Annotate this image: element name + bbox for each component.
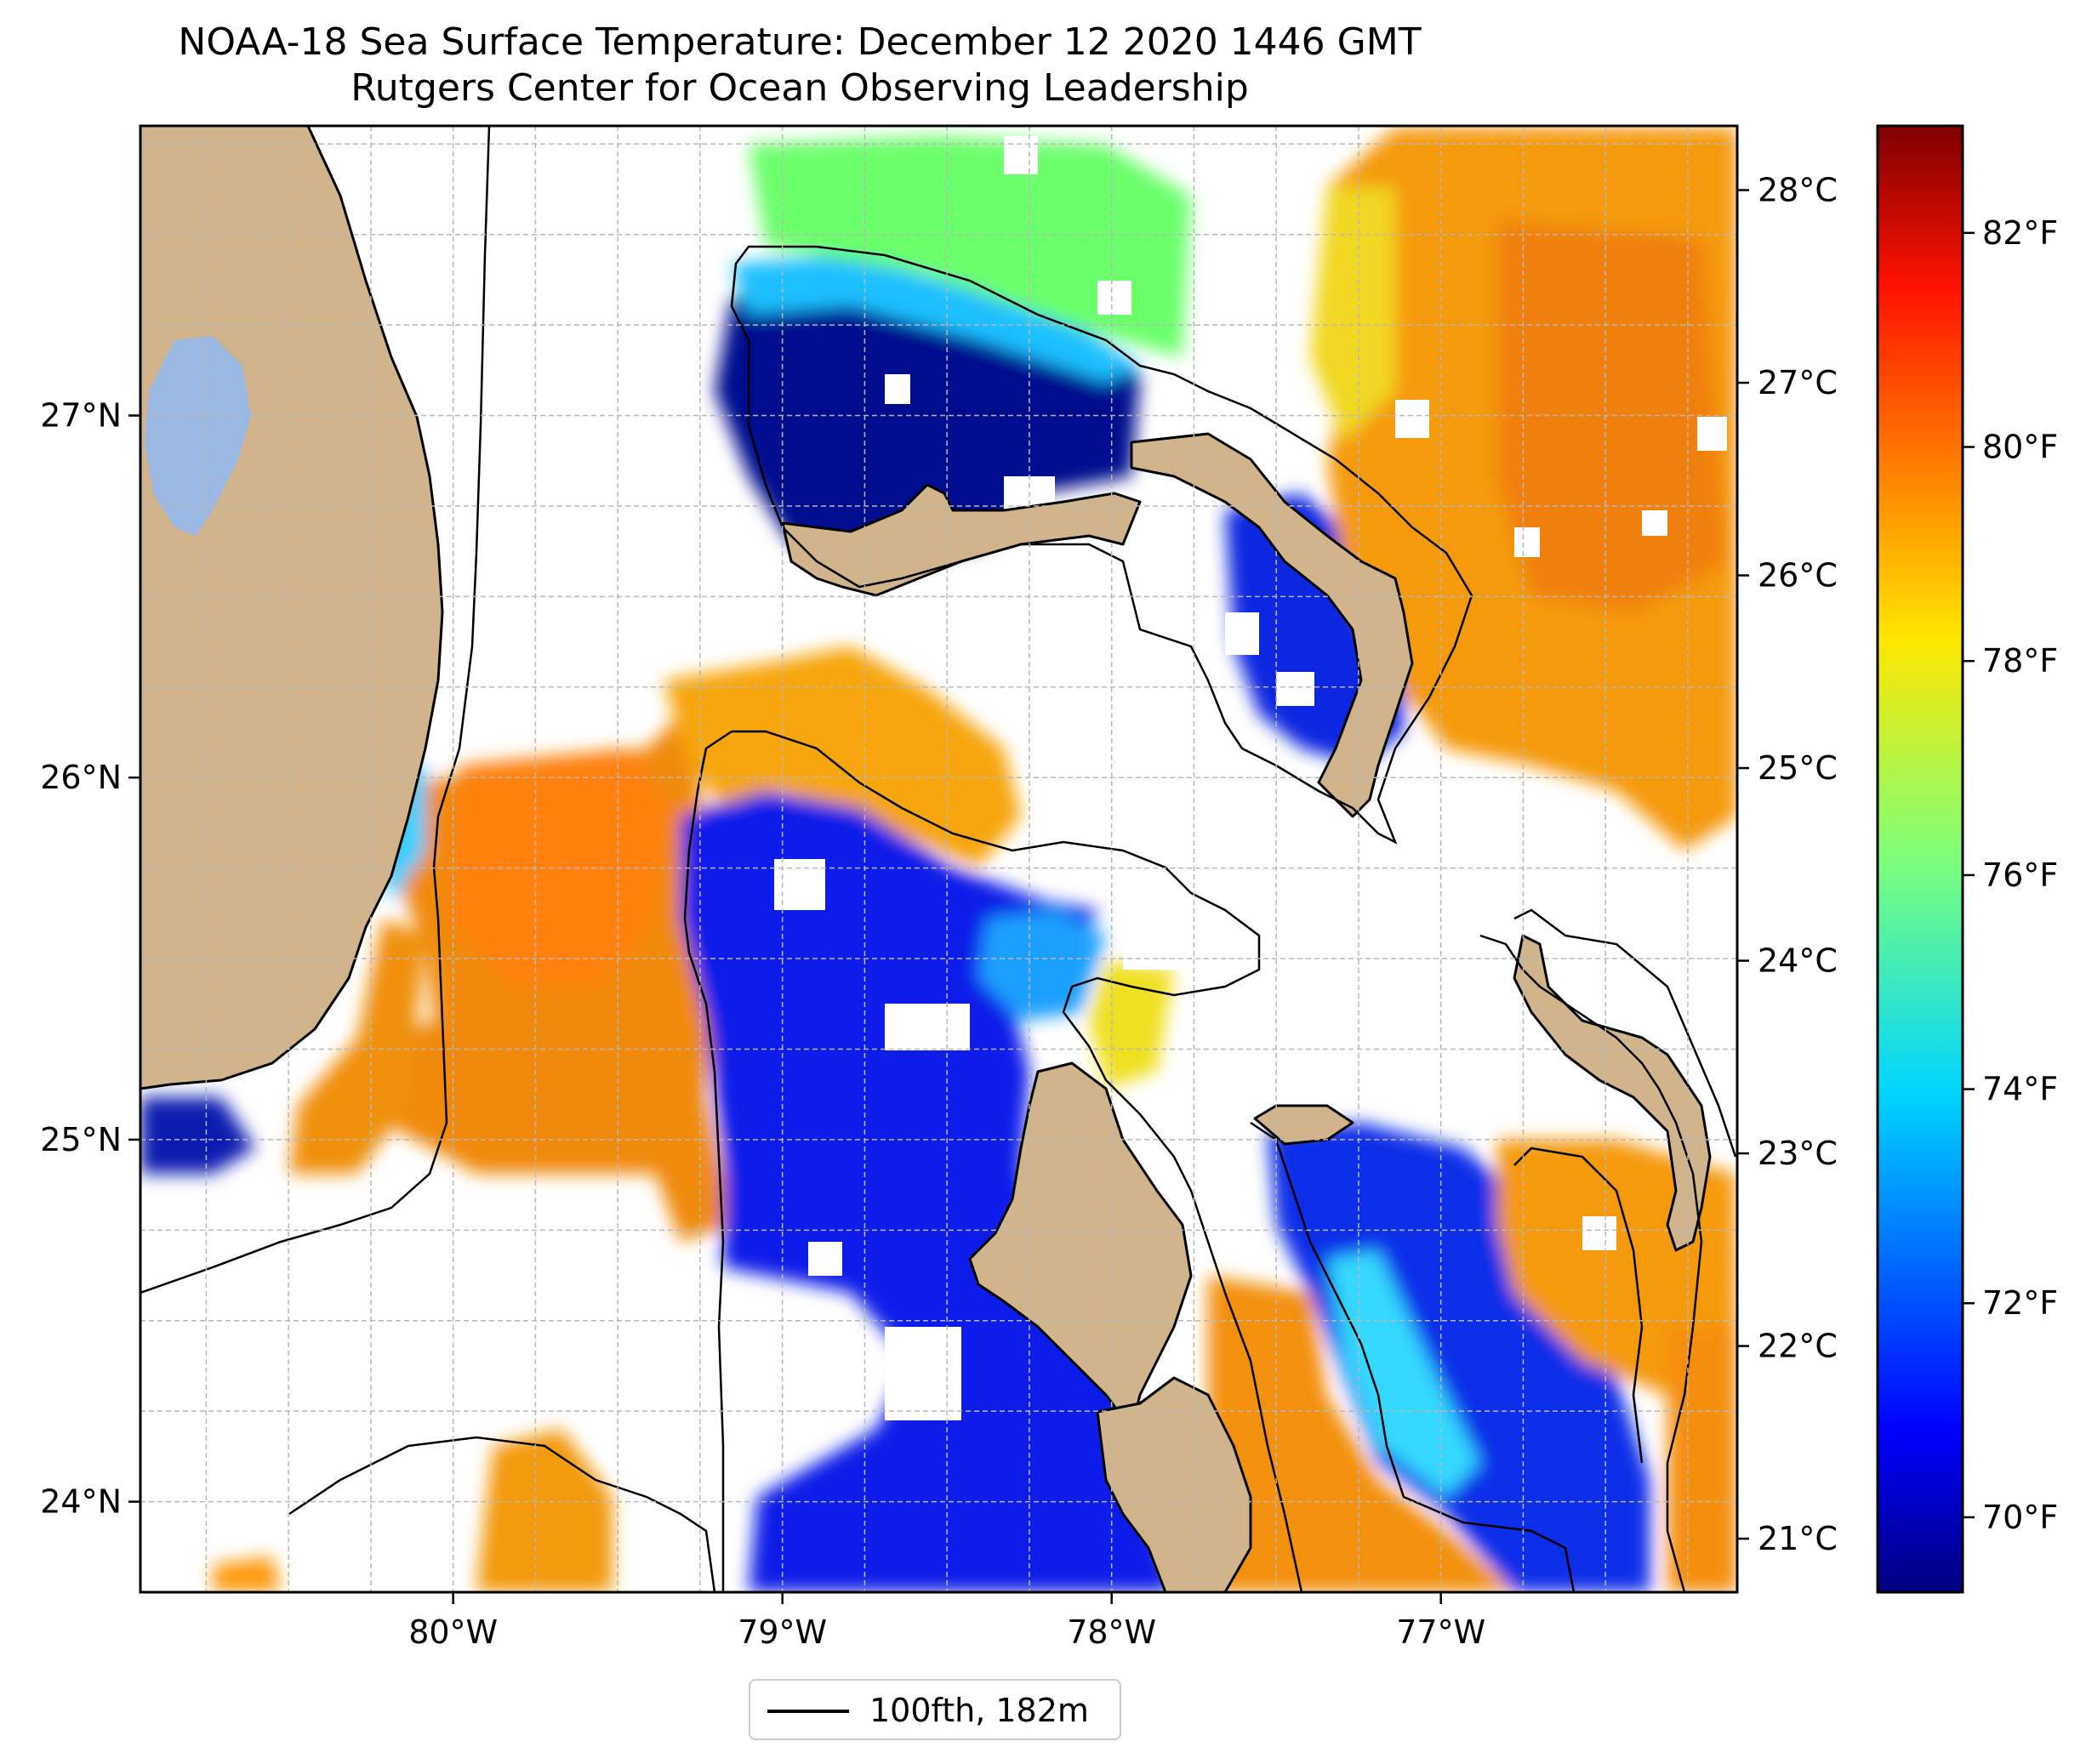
map-panel	[140, 126, 1737, 1592]
longitude-ticks: 80°W 79°W 78°W 77°W	[408, 1592, 1485, 1651]
south-andros-islands	[1096, 1376, 1252, 1592]
lon-tick-label: 78°W	[1067, 1613, 1156, 1651]
lat-tick-label: 24°N	[40, 1483, 122, 1521]
celsius-ticks: 21°C 22°C 23°C 24°C 25°C 26°C 27°C 28°C	[1737, 172, 1838, 1557]
cloud-mask-areas	[774, 136, 1727, 1420]
lon-tick-label: 80°W	[408, 1613, 498, 1651]
c-tick-label: 28°C	[1758, 172, 1838, 209]
abaco-islands	[1130, 432, 1414, 818]
f-tick-label: 78°F	[1982, 642, 2058, 680]
f-tick-label: 76°F	[1982, 856, 2058, 894]
latitude-ticks: 24°N 25°N 26°N 27°N	[40, 397, 140, 1521]
fahrenheit-ticks: 70°F 72°F 74°F 76°F 78°F 80°F 82°F	[1963, 214, 2058, 1536]
lon-tick-label: 77°W	[1396, 1613, 1485, 1651]
c-tick-label: 21°C	[1758, 1520, 1838, 1557]
f-tick-label: 82°F	[1982, 214, 2058, 252]
lat-tick-label: 25°N	[40, 1121, 122, 1158]
lat-tick-label: 26°N	[40, 759, 122, 796]
c-tick-label: 22°C	[1758, 1328, 1838, 1365]
contour-legend: 100fth, 182m	[749, 1679, 1121, 1740]
c-tick-label: 26°C	[1758, 557, 1838, 595]
lat-tick-label: 27°N	[40, 397, 122, 435]
f-tick-label: 80°F	[1982, 429, 2058, 466]
c-tick-label: 25°C	[1758, 749, 1838, 787]
legend-label: 100fth, 182m	[869, 1692, 1089, 1729]
f-tick-label: 72°F	[1982, 1284, 2058, 1322]
eleuthera-island	[1513, 934, 1712, 1252]
c-tick-label: 24°C	[1758, 942, 1838, 980]
colorbar-gradient	[1876, 124, 1964, 1594]
c-tick-label: 27°C	[1758, 364, 1838, 401]
f-tick-label: 70°F	[1982, 1499, 2058, 1536]
lon-tick-label: 79°W	[738, 1613, 827, 1651]
f-tick-label: 74°F	[1982, 1071, 2058, 1108]
grand-bahama-island	[781, 483, 1142, 597]
map-frame	[139, 124, 1739, 1594]
map-subtitle: Rutgers Center for Ocean Observing Leade…	[351, 66, 1249, 110]
map-title: NOAA-18 Sea Surface Temperature: Decembe…	[178, 20, 1422, 64]
legend-line-swatch	[767, 1710, 849, 1713]
lake-okeechobee	[145, 336, 251, 536]
c-tick-label: 23°C	[1758, 1135, 1838, 1172]
